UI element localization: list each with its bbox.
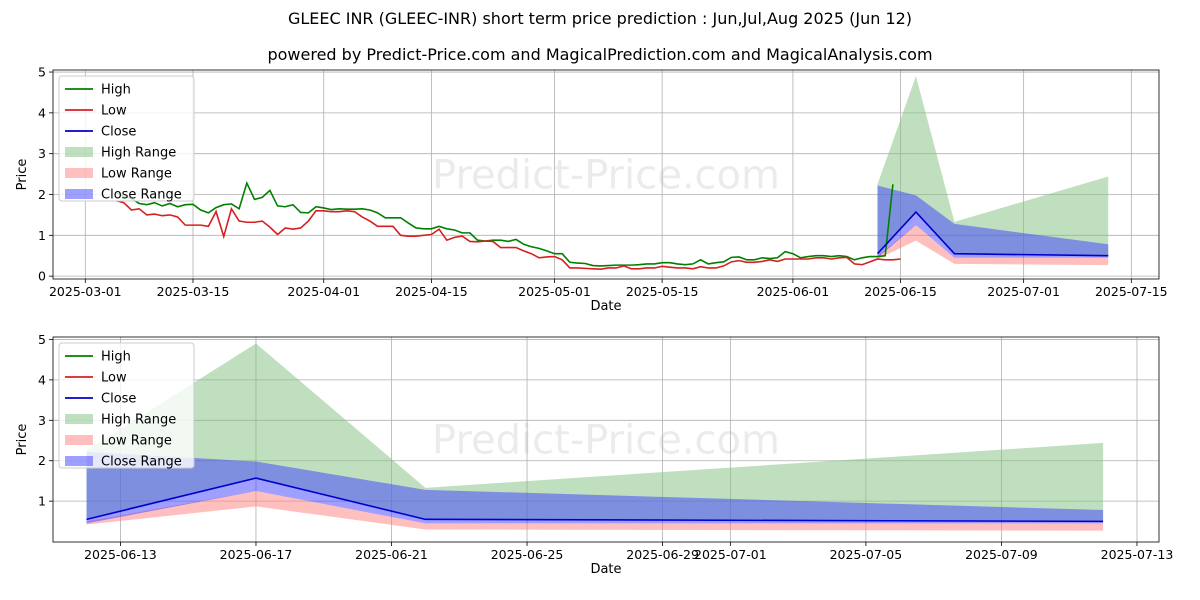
close-line	[86, 477, 1104, 523]
bottom-chart: Predict-Price.com 2025-06-13 2025-06-17 202…	[15, 332, 1174, 577]
plot-frame	[52, 336, 1160, 543]
x-tick-label: 2025-04-15	[395, 284, 468, 299]
x-tick-label: 2025-07-01	[987, 284, 1060, 299]
legend-label: Low Range	[101, 434, 172, 449]
x-tick-label: 2025-07-15	[1095, 284, 1168, 299]
y-tick-label: 2	[38, 187, 46, 202]
legend-label: High	[101, 83, 131, 98]
legend-label: Close Range	[101, 188, 182, 203]
close-range-band	[877, 185, 1109, 258]
chart-title: GLEEC INR (GLEEC-INR) short term price p…	[287, 9, 913, 28]
y-tick-label: 4	[38, 105, 46, 120]
x-tick-label: 2025-04-01	[287, 284, 360, 299]
x-tick-label: 2025-06-15	[864, 284, 937, 299]
y-tick-label: 3	[38, 146, 46, 161]
x-axis-label: Date	[590, 562, 621, 577]
legend: High Low Close High Range Low Range Close Ran…	[58, 342, 195, 470]
y-axis-label: Price	[15, 424, 30, 456]
low-line	[115, 199, 901, 271]
x-tick-label: 2025-07-13	[1101, 547, 1174, 562]
y-tick-label: 5	[38, 65, 46, 80]
legend-label: High	[101, 350, 131, 365]
x-tick-label: 2025-03-15	[157, 284, 230, 299]
legend-label: Close	[101, 125, 136, 140]
legend-swatch	[65, 435, 93, 445]
y-tick-label: 0	[38, 269, 46, 284]
legend-swatch	[65, 414, 93, 424]
x-axis-label: Date	[590, 299, 621, 314]
close-line	[876, 210, 1109, 257]
close-range-band	[86, 451, 1104, 524]
legend-label: Close Range	[101, 455, 182, 470]
x-tick-label: 2025-07-01	[694, 547, 767, 562]
legend-swatch	[65, 168, 93, 178]
legend-swatch	[65, 147, 93, 157]
y-tick-label: 5	[38, 332, 46, 347]
legend: High Low Close High Range Low Range Close Ran…	[58, 75, 195, 203]
watermark: Predict-Price.com	[432, 153, 780, 199]
legend-label: Low Range	[101, 167, 172, 182]
watermark: Predict-Price.com	[432, 418, 780, 464]
y-tick-label: 2	[38, 453, 46, 468]
x-tick-label: 2025-05-15	[626, 284, 699, 299]
y-tick-label: 3	[38, 413, 46, 428]
legend-label: Low	[101, 104, 127, 119]
chart-subtitle: powered by Predict-Price.com and Magical…	[267, 45, 933, 64]
plot-frame	[52, 69, 1160, 280]
y-tick-label: 1	[38, 228, 46, 243]
y-axis-label: Price	[15, 159, 30, 191]
legend-swatch	[65, 456, 93, 466]
legend-swatch	[65, 189, 93, 199]
legend-label: High Range	[101, 146, 176, 161]
x-tick-label: 2025-06-25	[491, 547, 564, 562]
legend-label: Low	[101, 371, 127, 386]
x-tick-label: 2025-07-09	[965, 547, 1038, 562]
x-tick-label: 2025-06-29	[626, 547, 699, 562]
high-line	[115, 180, 894, 267]
low-range-band	[86, 491, 1104, 531]
x-tick-label: 2025-06-21	[355, 547, 428, 562]
x-tick-label: 2025-03-01	[49, 284, 122, 299]
y-tick-label: 4	[38, 372, 46, 387]
x-tick-label: 2025-06-13	[84, 547, 157, 562]
low-range-band	[877, 225, 1109, 266]
x-tick-label: 2025-06-17	[220, 547, 293, 562]
legend-label: Close	[101, 392, 136, 407]
x-tick-label: 2025-05-01	[518, 284, 591, 299]
y-tick-label: 1	[38, 494, 46, 509]
x-tick-label: 2025-06-01	[757, 284, 830, 299]
legend-label: High Range	[101, 413, 176, 428]
x-tick-label: 2025-07-05	[830, 547, 903, 562]
